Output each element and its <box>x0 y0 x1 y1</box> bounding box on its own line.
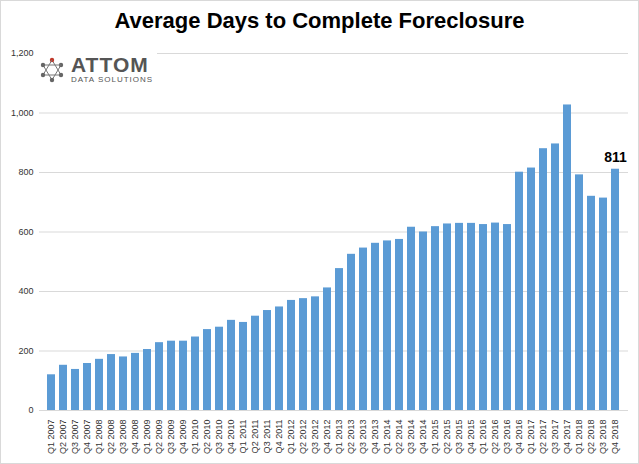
svg-text:Q1 2015: Q1 2015 <box>430 420 440 455</box>
html-text:ATTOM: ATTOM <box>71 53 149 76</box>
svg-text:1,000: 1,000 <box>11 108 34 118</box>
svg-text:Q1 2017: Q1 2017 <box>526 420 536 455</box>
svg-text:Q2 2007: Q2 2007 <box>58 420 68 455</box>
svg-text:Q1 2016: Q1 2016 <box>478 420 488 455</box>
svg-text:Q3 2010: Q3 2010 <box>214 420 224 455</box>
svg-text:Q2 2012: Q2 2012 <box>298 420 308 455</box>
svg-text:Q3 2009: Q3 2009 <box>166 420 176 455</box>
svg-text:Q2 2014: Q2 2014 <box>394 420 404 455</box>
svg-text:Q4 2018: Q4 2018 <box>610 420 620 455</box>
svg-text:Q1 2014: Q1 2014 <box>382 420 392 455</box>
svg-text:Q1 2009: Q1 2009 <box>142 420 152 455</box>
svg-text:Q1 2011: Q1 2011 <box>238 420 248 454</box>
svg-text:Q1 2018: Q1 2018 <box>574 420 584 455</box>
svg-text:200: 200 <box>18 346 33 356</box>
svg-text:600: 600 <box>18 227 33 237</box>
svg-text:Q3 2007: Q3 2007 <box>70 420 80 455</box>
svg-text:Q2 2010: Q2 2010 <box>202 420 212 455</box>
svg-text:Q4 2017: Q4 2017 <box>562 420 572 455</box>
svg-text:Q4 2007: Q4 2007 <box>82 420 92 455</box>
svg-text:Q4 2008: Q4 2008 <box>130 420 140 455</box>
svg-text:Q1 2008: Q1 2008 <box>94 420 104 455</box>
svg-text:Q2 2015: Q2 2015 <box>442 420 452 455</box>
svg-text:800: 800 <box>18 167 33 177</box>
svg-text:Q4 2010: Q4 2010 <box>226 420 236 455</box>
svg-text:Q1 2007: Q1 2007 <box>46 420 56 455</box>
svg-text:1,200: 1,200 <box>11 48 34 58</box>
svg-text:Q3 2017: Q3 2017 <box>550 420 560 455</box>
svg-text:Q3 2015: Q3 2015 <box>454 420 464 455</box>
svg-text:Q1 2010: Q1 2010 <box>190 420 200 455</box>
svg-text:811: 811 <box>604 149 627 165</box>
svg-text:Q2 2018: Q2 2018 <box>586 420 596 455</box>
html-text:DATA SOLUTIONS: DATA SOLUTIONS <box>71 75 154 84</box>
svg-text:Q4 2016: Q4 2016 <box>514 420 524 455</box>
svg-text:Q3 2008: Q3 2008 <box>118 420 128 455</box>
svg-text:Q4 2013: Q4 2013 <box>370 420 380 455</box>
svg-text:Q2 2008: Q2 2008 <box>106 420 116 455</box>
html-text:Average Days to Complete Forec: Average Days to Complete Foreclosure <box>114 8 525 33</box>
svg-text:Q2 2017: Q2 2017 <box>538 420 548 455</box>
svg-text:Q2 2016: Q2 2016 <box>490 420 500 455</box>
svg-text:Q2 2011: Q2 2011 <box>250 420 260 454</box>
svg-text:Q4 2012: Q4 2012 <box>322 420 332 455</box>
svg-text:Q1 2012: Q1 2012 <box>286 420 296 455</box>
svg-text:0: 0 <box>28 405 33 415</box>
svg-text:400: 400 <box>18 286 33 296</box>
svg-text:Q2 2013: Q2 2013 <box>346 420 356 455</box>
svg-text:Q3 2016: Q3 2016 <box>502 420 512 455</box>
svg-text:Q4 2015: Q4 2015 <box>466 420 476 455</box>
svg-text:Q3 2014: Q3 2014 <box>406 420 416 455</box>
svg-text:Q3 2018: Q3 2018 <box>598 420 608 455</box>
svg-text:Q4 2011: Q4 2011 <box>274 420 284 454</box>
svg-text:Q1 2013: Q1 2013 <box>334 420 344 455</box>
svg-text:Q3 2011: Q3 2011 <box>262 420 272 454</box>
svg-text:Q3 2013: Q3 2013 <box>358 420 368 455</box>
svg-text:Q4 2014: Q4 2014 <box>418 420 428 455</box>
svg-text:Q2 2009: Q2 2009 <box>154 420 164 455</box>
svg-text:Q4 2009: Q4 2009 <box>178 420 188 455</box>
svg-text:Q3 2012: Q3 2012 <box>310 420 320 455</box>
